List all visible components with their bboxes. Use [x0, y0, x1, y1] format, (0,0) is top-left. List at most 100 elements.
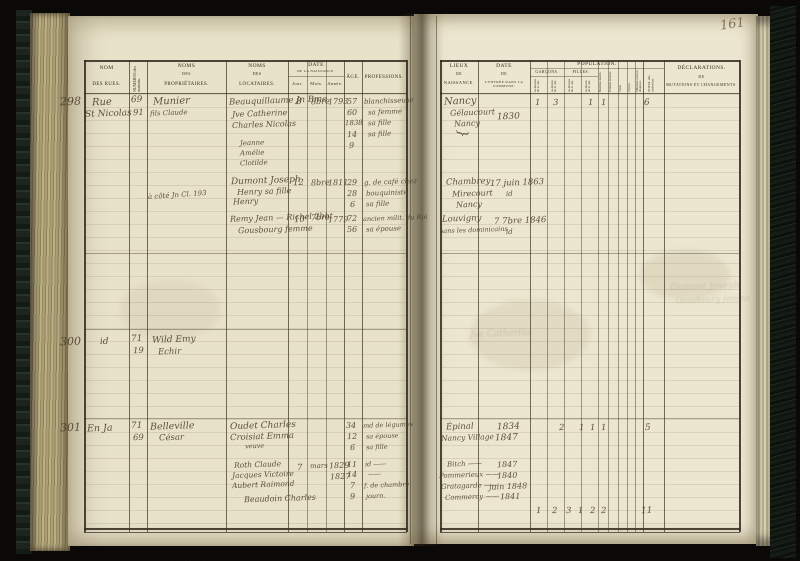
- age-value: 14: [346, 129, 358, 140]
- pop-sub-header: au-dessous de 21 ans.: [534, 78, 540, 92]
- profession: id ——: [364, 459, 387, 469]
- col-header-locataires: LOCATAIRES.: [239, 82, 275, 87]
- proprietor-name: fils Claude: [149, 108, 188, 118]
- entry-date-commune: 1841: [499, 491, 521, 502]
- col-header-total: TOTAL des individus.: [648, 75, 655, 92]
- entry-number: 301: [59, 420, 82, 435]
- house-number: 71: [130, 420, 143, 432]
- age-value: 6: [349, 442, 356, 453]
- right-page: [414, 14, 758, 544]
- birth-year: 1811: [327, 177, 349, 188]
- col-header-date-naissance: DATE: [308, 62, 324, 68]
- birth-day: 8: [295, 96, 302, 108]
- total-count: 2: [551, 505, 558, 517]
- entry-date-commune: juin 1848: [488, 481, 528, 492]
- row-separator: [84, 253, 407, 254]
- row-separator: [440, 253, 740, 254]
- table-border: [84, 532, 407, 533]
- col-header-de: DE: [500, 71, 508, 76]
- age-value: 7: [349, 480, 356, 491]
- table-border: [84, 60, 407, 62]
- col-header-annee: Année.: [327, 81, 343, 86]
- book-cover: [770, 6, 796, 558]
- tenant-name: veuve: [244, 441, 265, 451]
- column-line: [478, 60, 479, 532]
- profession: sa fille: [365, 199, 390, 209]
- ditto-mark: id: [505, 227, 513, 237]
- street-name: En Ja: [86, 422, 113, 435]
- street-name: St Nicolas: [84, 108, 132, 120]
- header-rule: [84, 93, 407, 94]
- header-rule: [530, 68, 664, 69]
- birth-day: 7: [296, 462, 303, 474]
- population-count: 1: [578, 422, 585, 434]
- pop-sub-header: Veufs.: [619, 84, 622, 92]
- row-separator: [440, 418, 740, 419]
- population-count: 3: [552, 97, 559, 109]
- street-name: id: [99, 336, 109, 348]
- birth-year: 1779: [327, 214, 349, 225]
- entry-date-commune: 1847: [494, 432, 519, 444]
- house-number: 19: [132, 345, 144, 357]
- column-line: [564, 60, 565, 532]
- ruled-lines-right: [441, 94, 739, 528]
- book-spine-edge: [16, 10, 32, 554]
- age-value: 9: [349, 491, 356, 502]
- col-header-jour: Jour.: [292, 81, 303, 86]
- col-header-filles: FILLES.: [572, 69, 590, 74]
- col-header-lieux: LIEUX: [449, 63, 469, 69]
- col-header-numeros: NUMÉROS des maisons.: [133, 66, 141, 92]
- profession: journ.: [365, 491, 386, 501]
- house-number: 69: [132, 432, 144, 444]
- entry-date-commune: 1840: [496, 470, 518, 481]
- age-value: 29: [346, 177, 358, 188]
- entry-number: 300: [59, 334, 82, 349]
- column-line: [147, 60, 148, 532]
- house-number: 71: [130, 333, 143, 345]
- left-page: [68, 16, 414, 546]
- table-border: [440, 532, 740, 533]
- ditto-mark: id: [505, 189, 513, 199]
- birthplace: Nancy: [453, 118, 481, 129]
- column-line: [288, 60, 289, 532]
- pop-sub-header: au-dessus de 21 ans.: [551, 79, 557, 92]
- profession: md de légumes: [362, 420, 414, 430]
- tenant-name: Aubert Raimond: [231, 478, 295, 491]
- col-header-naissance: NAISSANCE.: [443, 80, 475, 85]
- proprietor-name: Echir: [157, 346, 182, 358]
- entry-date-commune: 1847: [496, 459, 518, 470]
- row-separator: [84, 418, 407, 419]
- total-count: 2: [600, 505, 607, 517]
- page-fold-line: [436, 16, 437, 544]
- tenant-name: Clotilde: [239, 158, 268, 168]
- age-value: 1838: [344, 118, 363, 128]
- header-rule: [288, 76, 344, 77]
- column-line: [406, 60, 408, 532]
- column-line: [226, 60, 227, 532]
- entry-date-commune: 1830: [496, 111, 521, 123]
- column-line: [344, 60, 345, 532]
- tenant-name: Amélie: [239, 148, 265, 158]
- table-border: [440, 60, 740, 62]
- birthplace: Mirecourt: [451, 188, 493, 199]
- tenant-name: Jacques Victoire: [231, 468, 294, 481]
- age-value: 60: [346, 107, 358, 118]
- column-line: [326, 60, 327, 532]
- column-line: [739, 60, 741, 532]
- brace-glyph: }: [454, 129, 470, 138]
- house-number: 69: [130, 94, 143, 106]
- entry-date-commune: 17 juin 1863: [489, 177, 545, 189]
- profession: ——: [367, 469, 382, 479]
- house-number: 91: [132, 107, 144, 119]
- profession: bouquiniste: [365, 188, 408, 198]
- col-header-date-entree: DATE: [496, 63, 512, 69]
- column-line: [635, 60, 636, 532]
- birthplace: Louvigny: [441, 213, 482, 225]
- col-header-proprietaires: PROPRIÉTAIRES.: [164, 82, 209, 87]
- profession: f. de chambre: [363, 480, 410, 490]
- col-header-professions: PROFESSIONS.: [364, 75, 404, 80]
- col-header-population: POPULATION.: [577, 61, 617, 67]
- col-header-noms: NOMS: [248, 63, 266, 69]
- age-value: 28: [346, 188, 358, 199]
- proprietor-name: Munier: [152, 95, 191, 108]
